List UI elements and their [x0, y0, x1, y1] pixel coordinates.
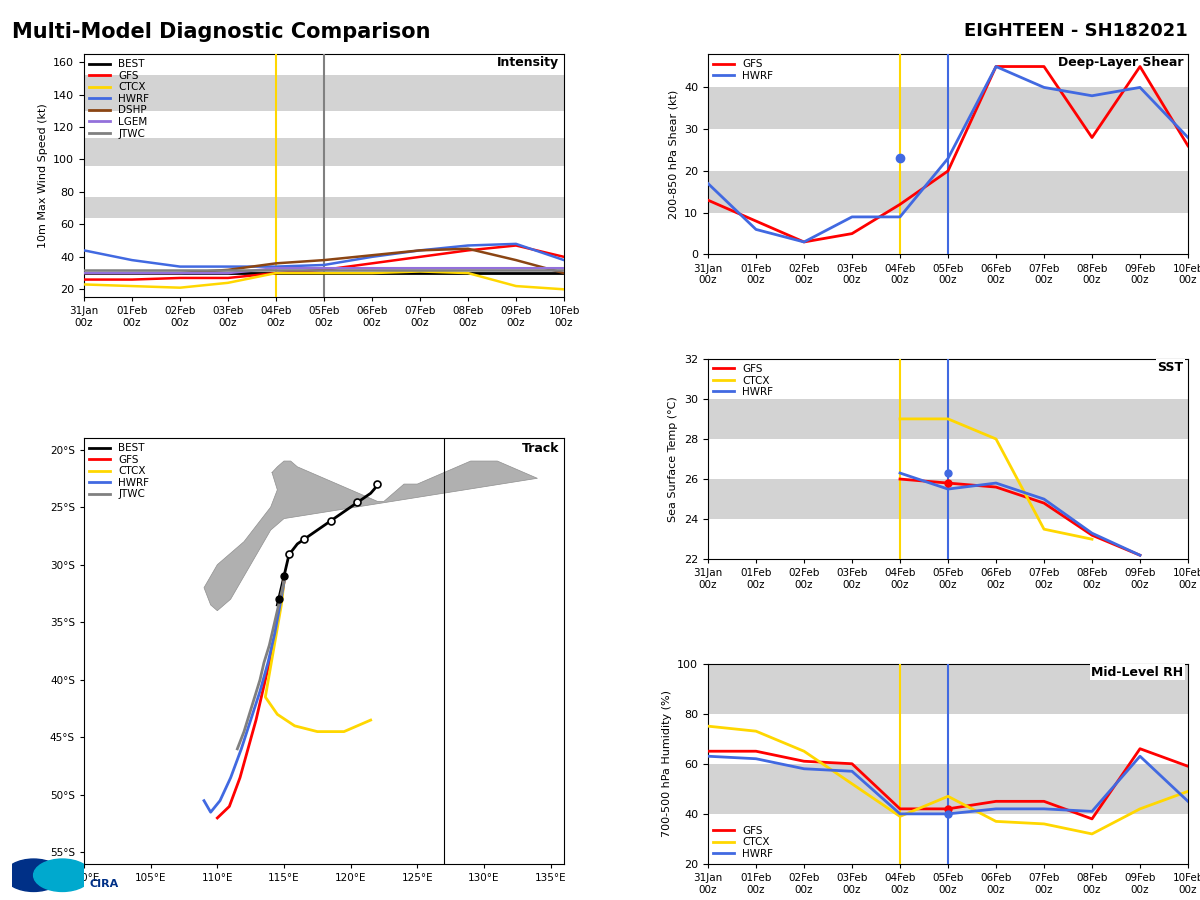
Bar	[708, 663, 1188, 714]
Bar	[708, 764, 1188, 814]
Legend: GFS, HWRF: GFS, HWRF	[712, 57, 775, 83]
Legend: GFS, CTCX, HWRF: GFS, CTCX, HWRF	[712, 824, 775, 861]
Bar	[708, 479, 1188, 519]
Polygon shape	[204, 461, 538, 611]
Text: Track: Track	[522, 442, 559, 455]
Bar	[708, 171, 1188, 212]
Bar	[84, 75, 564, 111]
Text: Deep-Layer Shear: Deep-Layer Shear	[1057, 56, 1183, 69]
Y-axis label: Sea Surface Temp (°C): Sea Surface Temp (°C)	[668, 396, 678, 522]
Legend: BEST, GFS, CTCX, HWRF, JTWC: BEST, GFS, CTCX, HWRF, JTWC	[88, 441, 151, 501]
Text: EIGHTEEN - SH182021: EIGHTEEN - SH182021	[965, 22, 1188, 40]
Legend: BEST, GFS, CTCX, HWRF, DSHP, LGEM, JTWC: BEST, GFS, CTCX, HWRF, DSHP, LGEM, JTWC	[88, 57, 151, 140]
Y-axis label: 200-850 hPa Shear (kt): 200-850 hPa Shear (kt)	[668, 90, 678, 219]
Y-axis label: 10m Max Wind Speed (kt): 10m Max Wind Speed (kt)	[37, 104, 48, 248]
Legend: GFS, CTCX, HWRF: GFS, CTCX, HWRF	[712, 362, 775, 400]
Bar	[84, 139, 564, 166]
Text: Intensity: Intensity	[497, 57, 559, 69]
Text: SST: SST	[1157, 361, 1183, 374]
Y-axis label: 700-500 hPa Humidity (%): 700-500 hPa Humidity (%)	[661, 690, 672, 837]
Bar	[708, 87, 1188, 130]
Text: Multi-Model Diagnostic Comparison: Multi-Model Diagnostic Comparison	[12, 22, 431, 42]
Text: Mid-Level RH: Mid-Level RH	[1091, 665, 1183, 679]
Bar	[84, 197, 564, 218]
Text: CIRA: CIRA	[90, 879, 119, 889]
Circle shape	[5, 859, 62, 891]
Circle shape	[34, 859, 91, 891]
Bar	[708, 399, 1188, 439]
